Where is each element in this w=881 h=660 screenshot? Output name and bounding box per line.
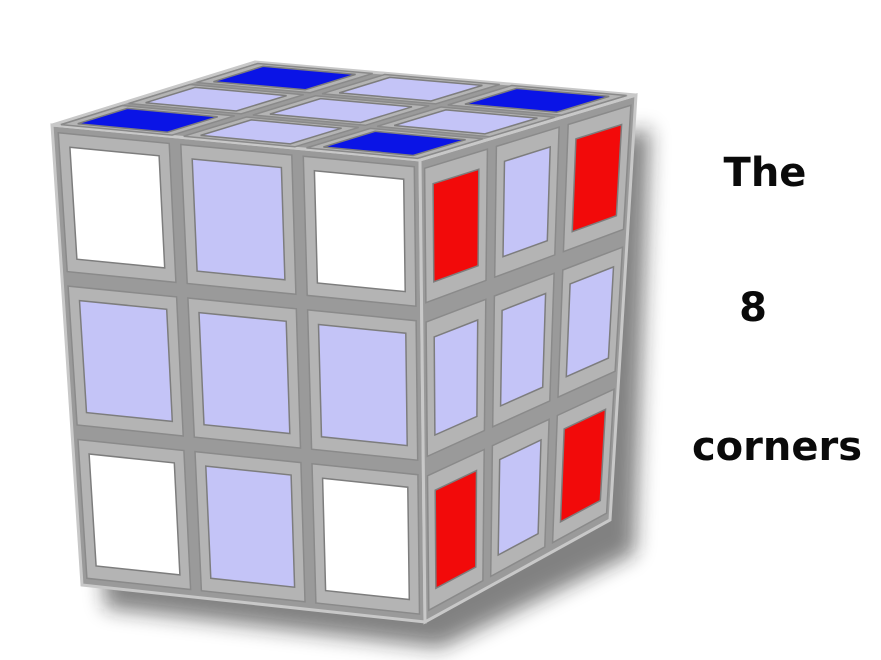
right-sticker-2-2-red <box>559 408 607 524</box>
front-sticker-1-2-lavender <box>317 323 408 447</box>
front-sticker-2-2-white <box>321 477 411 601</box>
front-sticker-2-0-white <box>88 453 181 576</box>
front-sticker-0-1-lavender <box>191 158 286 281</box>
right-sticker-2-0-red <box>434 469 478 590</box>
front-sticker-1-1-lavender <box>198 311 291 435</box>
right-sticker-1-0-lavender <box>433 318 479 437</box>
caption-the: The <box>723 150 807 196</box>
right-sticker-2-1-lavender <box>497 438 542 557</box>
top-sticker-2-0-blue <box>77 107 218 133</box>
top-sticker-2-1-lavender <box>200 119 342 145</box>
top-face <box>60 62 627 160</box>
front-sticker-0-2-white <box>313 169 406 293</box>
right-face <box>423 104 632 612</box>
top-sticker-1-1-lavender <box>269 97 413 124</box>
front-sticker-2-1-lavender <box>205 465 296 589</box>
right-sticker-1-1-lavender <box>499 292 547 408</box>
front-sticker-0-0-white <box>69 146 166 269</box>
top-sticker-2-2-blue <box>323 130 466 157</box>
top-sticker-0-0-blue <box>213 65 356 91</box>
front-sticker-1-0-lavender <box>78 299 174 423</box>
top-sticker-1-2-lavender <box>393 109 538 135</box>
right-sticker-0-1-lavender <box>502 145 551 258</box>
caption-corners: corners <box>691 424 863 470</box>
right-sticker-1-2-lavender <box>565 265 615 378</box>
top-sticker-0-1-lavender <box>338 76 483 102</box>
right-sticker-0-2-red <box>571 123 623 233</box>
right-sticker-0-0-red <box>432 168 480 283</box>
front-face <box>57 131 421 615</box>
top-sticker-0-2-blue <box>464 87 610 113</box>
top-sticker-1-0-lavender <box>145 86 287 112</box>
caption-count: 8 <box>739 285 767 331</box>
